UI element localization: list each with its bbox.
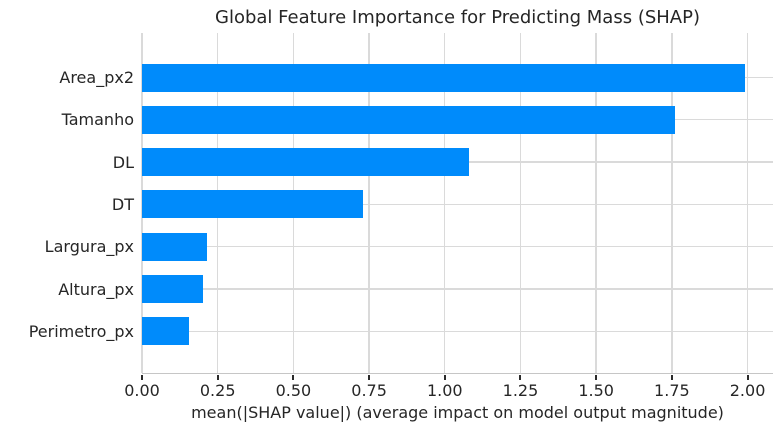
bar-Area_px2 [142,63,745,92]
x-tick-mark [595,374,598,380]
x-gridline [595,33,597,373]
x-tick-mark [443,374,446,380]
x-tick-mark [368,374,371,380]
x-tick-mark [141,374,143,380]
bar-DT [142,190,364,219]
x-tick-label: 1.50 [578,381,614,400]
y-axis-label: Largura_px [44,237,134,257]
x-axis-line [142,372,773,375]
x-tick-mark [746,374,749,380]
x-tick-mark [670,374,673,380]
x-gridline [671,33,673,373]
chart-title: Global Feature Importance for Predicting… [215,7,700,28]
x-tick-mark [519,374,522,380]
x-tick-label: 2.00 [729,381,766,400]
y-axis-label: Tamanho [61,110,134,130]
x-tick-label: 1.75 [654,381,690,400]
x-tick-label: 1.25 [502,381,539,400]
y-axis-label: DL [112,152,134,172]
x-tick-label: 1.00 [426,381,463,400]
y-gridline [142,288,773,290]
x-gridline [368,33,370,373]
x-axis-title: mean(|SHAP value|) (average impact on mo… [191,403,724,422]
x-gridline [519,33,522,373]
y-axis-label: Altura_px [58,279,134,299]
x-gridline [746,33,749,373]
bar-Tamanho [142,105,675,134]
x-tick-mark [216,374,219,380]
bar-Largura_px [142,232,208,261]
bar-Altura_px [142,275,203,303]
plot-area [141,33,773,373]
x-gridline [444,33,446,373]
x-tick-label: 0.75 [351,381,387,400]
x-tick-label: 0.25 [199,381,236,400]
x-tick-label: 0.50 [275,381,312,400]
bar-Perimetro_px [142,317,189,346]
y-axis-label: DT [111,194,134,214]
x-tick-mark [292,374,295,380]
y-axis-label: Area_px2 [59,68,134,87]
y-gridline [142,330,773,332]
y-axis-label: Perimetro_px [28,321,134,341]
y-gridline [142,246,773,248]
bar-DL [142,148,469,177]
y-gridline [142,203,773,206]
x-tick-label: 0.00 [124,381,160,400]
